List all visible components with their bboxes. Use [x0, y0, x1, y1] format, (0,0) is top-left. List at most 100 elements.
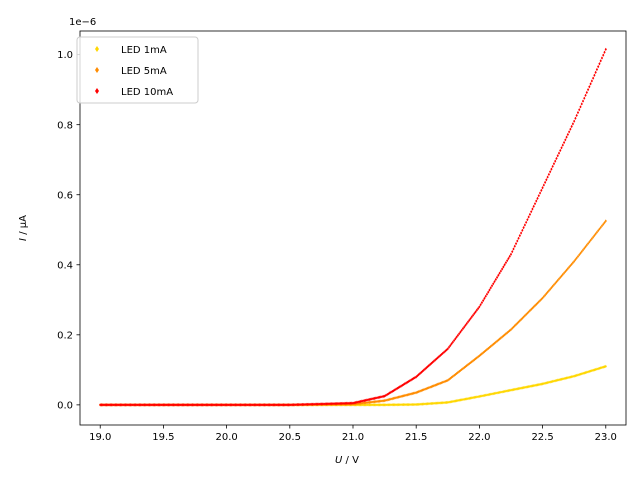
- data-point: [517, 387, 520, 391]
- data-point: [493, 341, 496, 345]
- y-tick-label: 1.0: [57, 50, 73, 61]
- data-point: [474, 395, 477, 399]
- data-point: [291, 403, 294, 407]
- data-point: [484, 348, 487, 353]
- y-tick-label: 0.4: [57, 260, 73, 271]
- data-point: [603, 221, 606, 225]
- data-point: [378, 403, 381, 407]
- data-point: [412, 391, 415, 395]
- data-point: [215, 403, 218, 407]
- data-point: [305, 402, 308, 407]
- data-point: [542, 294, 545, 299]
- data-point: [584, 371, 587, 375]
- data-point: [581, 248, 585, 252]
- data-point: [514, 387, 518, 391]
- data-point: [538, 191, 542, 195]
- data-point: [578, 108, 581, 112]
- data-point: [580, 250, 583, 254]
- data-point: [121, 403, 125, 407]
- data-point: [99, 403, 102, 407]
- data-point: [550, 167, 553, 171]
- data-point: [101, 403, 104, 407]
- data-point: [379, 399, 382, 403]
- data-point: [546, 175, 549, 179]
- data-point: [546, 381, 549, 385]
- data-point: [292, 403, 295, 407]
- data-point: [277, 403, 280, 407]
- data-point: [425, 366, 428, 370]
- data-point: [536, 301, 539, 305]
- data-point: [173, 403, 176, 407]
- data-point: [597, 367, 600, 371]
- data-point: [192, 403, 195, 407]
- data-point: [550, 286, 553, 290]
- data-point: [140, 403, 144, 407]
- data-point: [585, 90, 588, 95]
- data-point: [562, 140, 566, 145]
- data-point: [133, 403, 136, 407]
- data-point: [556, 154, 559, 158]
- data-point: [163, 403, 166, 407]
- data-point: [531, 384, 534, 388]
- data-point: [417, 402, 420, 406]
- data-point: [475, 308, 478, 312]
- data-point: [449, 400, 452, 404]
- data-point: [339, 401, 342, 406]
- data-point: [555, 378, 558, 383]
- data-point: [236, 403, 240, 407]
- data-point: [410, 392, 413, 396]
- data-point: [231, 403, 235, 407]
- data-point: [595, 230, 599, 234]
- data-point: [235, 403, 238, 407]
- data-point: [451, 399, 454, 404]
- data-point: [176, 403, 179, 407]
- data-point: [494, 340, 497, 344]
- data-point: [401, 403, 404, 407]
- data-point: [540, 188, 543, 192]
- data-point: [249, 403, 252, 407]
- data-point: [284, 403, 288, 407]
- data-point: [226, 403, 229, 407]
- data-point: [581, 99, 585, 103]
- data-point: [248, 403, 251, 407]
- data-point: [568, 265, 571, 269]
- data-point: [102, 403, 106, 407]
- data-point: [138, 403, 141, 407]
- data-point: [341, 401, 344, 405]
- data-point: [547, 289, 551, 293]
- data-point: [274, 403, 278, 407]
- data-point: [604, 364, 607, 368]
- data-point: [425, 402, 428, 406]
- data-point: [329, 402, 332, 406]
- data-point: [111, 403, 114, 407]
- data-point: [501, 335, 504, 339]
- data-point: [296, 403, 299, 407]
- data-point: [576, 373, 580, 377]
- data-point: [380, 395, 384, 399]
- data-point: [149, 403, 152, 407]
- data-point: [234, 403, 237, 407]
- data-point: [441, 401, 444, 405]
- data-point: [522, 226, 525, 230]
- data-point: [439, 401, 442, 405]
- data-point: [570, 124, 573, 129]
- data-point: [509, 327, 513, 332]
- data-point: [375, 403, 379, 407]
- data-point: [316, 402, 319, 406]
- data-point: [143, 403, 146, 407]
- data-point: [589, 82, 592, 86]
- data-point: [230, 403, 233, 407]
- data-point: [403, 403, 406, 407]
- data-point: [358, 401, 361, 406]
- data-point: [259, 403, 262, 407]
- data-point: [190, 403, 193, 407]
- data-point: [508, 254, 511, 258]
- legend-marker-1: [95, 46, 99, 52]
- data-point: [580, 102, 583, 106]
- data-point: [526, 218, 529, 222]
- data-point: [444, 379, 447, 383]
- data-point: [470, 396, 473, 400]
- data-point: [431, 401, 434, 406]
- data-point: [535, 199, 538, 203]
- data-point: [362, 403, 365, 407]
